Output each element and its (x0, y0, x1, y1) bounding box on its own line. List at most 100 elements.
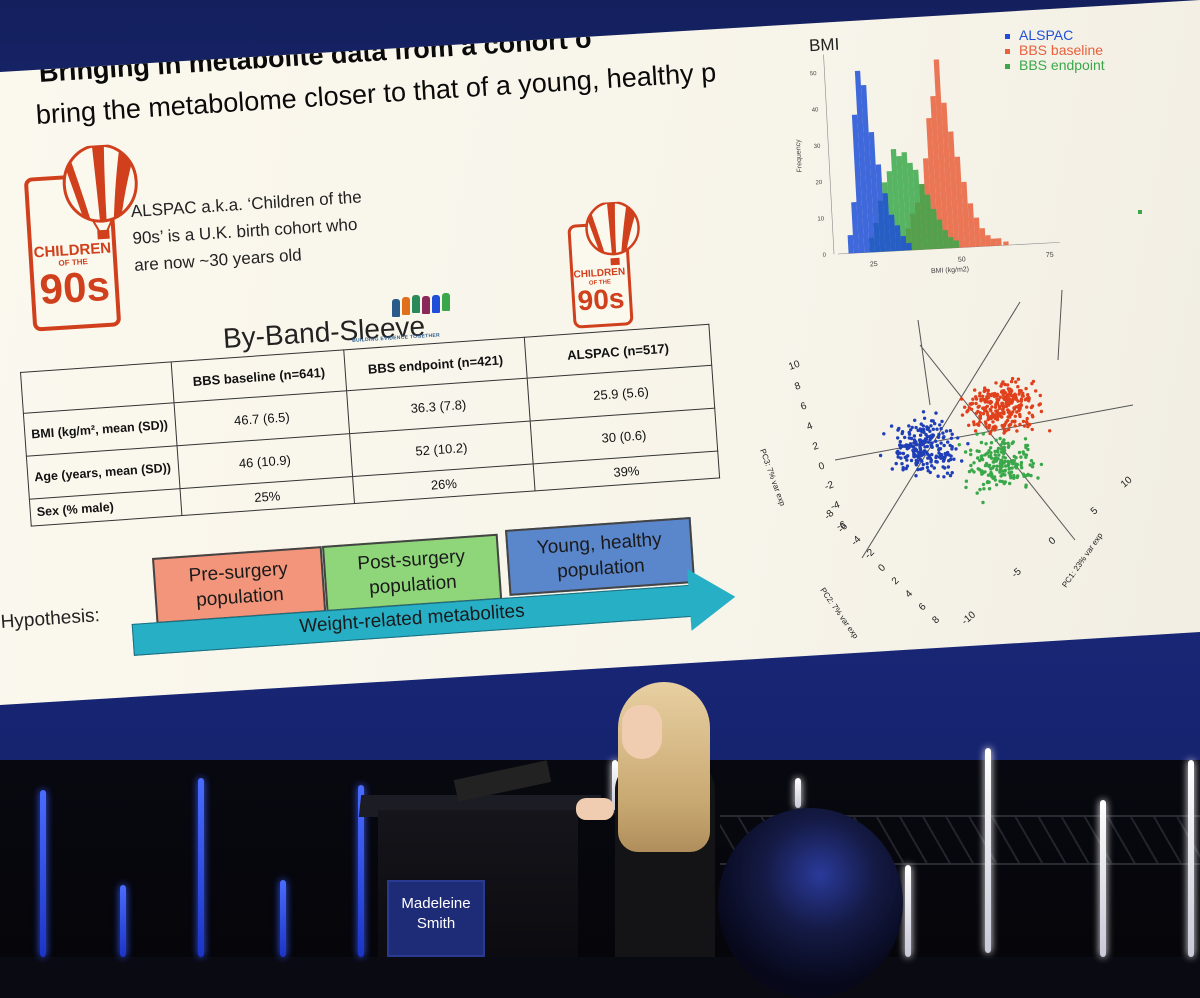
legend-label: BBS baseline (1019, 42, 1103, 58)
pca-point (991, 420, 995, 424)
pca-point (978, 394, 982, 398)
pca-point (984, 425, 988, 429)
pca-point (993, 453, 997, 457)
pca-point (1003, 404, 1007, 409)
pca-tick-label: 2 (811, 440, 820, 452)
pca-point (933, 421, 937, 426)
pca-point (988, 431, 992, 436)
pca-tick-label: -2 (863, 547, 877, 561)
pca-point (978, 420, 982, 424)
histogram-bar (860, 85, 875, 253)
pca-point (998, 479, 1002, 483)
stage-light (905, 865, 911, 957)
pca-point (908, 442, 913, 446)
pca-point (925, 461, 929, 466)
pca-point (990, 466, 995, 470)
pca-point (1030, 413, 1035, 417)
pca-point (1001, 396, 1006, 400)
pca-point (1013, 414, 1017, 418)
pca-point (1019, 460, 1024, 465)
histogram-bar (933, 59, 949, 249)
pca-point (989, 441, 994, 445)
pca-point (994, 402, 998, 407)
pca-point (943, 455, 947, 459)
pca-point (948, 429, 953, 433)
pca-point (1010, 441, 1014, 446)
pca-point (1034, 389, 1038, 393)
pca-point (925, 425, 929, 429)
pca-point (1000, 462, 1005, 466)
pca-point (918, 433, 923, 437)
pca-point (1012, 459, 1016, 463)
pca-point (946, 465, 951, 469)
pca-point (996, 457, 1000, 461)
histogram-x-tick: 75 (1046, 252, 1054, 259)
pca-point (1037, 403, 1041, 407)
pca-point (1001, 380, 1005, 384)
histogram-y-label: Frequency (795, 139, 804, 173)
pca-point (932, 466, 936, 470)
legend-swatch (1005, 34, 1010, 39)
pca-point (901, 451, 906, 456)
pca-point (917, 455, 921, 459)
bmi-histogram: 0 10 20 30 40 50 25 50 75 BMI (kg/m2) Frequency BMI (795, 35, 1060, 275)
pca-point (1030, 381, 1034, 386)
pca-point (1031, 461, 1036, 466)
pca-point (968, 402, 972, 406)
pca-tick-label: 4 (903, 588, 915, 600)
pca-point (1008, 413, 1012, 417)
pca-tick-label: 0 (817, 460, 826, 472)
pca-point (940, 419, 944, 424)
pca-point (912, 454, 916, 459)
pca-point (900, 431, 904, 436)
pca-point (973, 429, 978, 433)
pca-point (1018, 414, 1022, 419)
histogram-bar (930, 95, 944, 249)
pca-point (987, 426, 991, 430)
pca-point (989, 393, 993, 398)
pca-tick-label: 8 (930, 614, 942, 626)
pca-point (1003, 382, 1007, 387)
stage-light (1100, 800, 1106, 957)
pca-point (1014, 380, 1018, 384)
pca-point (981, 482, 986, 487)
pca-point (999, 443, 1003, 447)
pca-point (1006, 387, 1011, 391)
histogram-bar (953, 240, 960, 248)
pca-point (999, 384, 1003, 388)
pca-tick-label: -4 (829, 499, 842, 513)
pca-point (1013, 424, 1017, 428)
pca-point (969, 452, 973, 457)
pca-point (981, 394, 985, 398)
pca-point (1017, 404, 1021, 408)
pca-point (985, 404, 989, 408)
pca-point (1007, 427, 1011, 432)
pca-point (927, 440, 931, 444)
pca-point (1027, 396, 1031, 401)
histogram-bar (924, 194, 934, 250)
legend-label: ALSPAC (1019, 27, 1073, 43)
pca-point (987, 473, 992, 477)
pca-point (997, 411, 1001, 416)
pca-point (995, 467, 999, 472)
histogram-bar (930, 208, 939, 250)
pca-point (977, 449, 981, 454)
histogram-bar (1003, 241, 1009, 246)
pca-point (907, 424, 911, 428)
pca-point (937, 447, 941, 451)
pca-tick-label: 6 (799, 400, 808, 412)
legend-label: BBS endpoint (1019, 57, 1105, 73)
pca-point (992, 475, 997, 479)
pca-point (1029, 459, 1034, 463)
legend-swatch (1005, 49, 1010, 54)
pca-point (1006, 462, 1011, 466)
pca-point (956, 436, 960, 440)
pca-point (1007, 471, 1011, 475)
histogram-y-tick: 20 (815, 180, 823, 186)
pca-point (929, 424, 933, 428)
pca-point (1026, 447, 1030, 452)
pca-axis-label: PC2: 7% var exp (818, 586, 860, 641)
pca-tick-label: 0 (1047, 535, 1059, 547)
pca-tick-label: 0 (876, 562, 888, 574)
